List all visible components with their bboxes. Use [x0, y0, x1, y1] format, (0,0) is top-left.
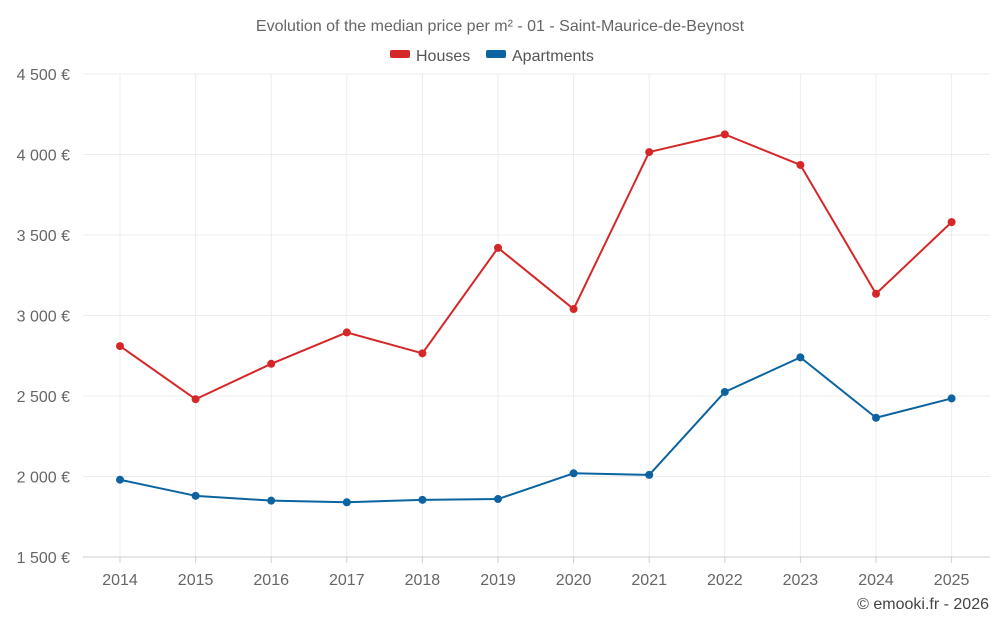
data-point-houses[interactable]: [191, 395, 200, 404]
data-point-houses[interactable]: [947, 218, 956, 227]
x-tick-label: 2024: [858, 572, 894, 589]
data-point-houses[interactable]: [418, 349, 427, 358]
data-point-apartments[interactable]: [267, 496, 276, 505]
gridlines: [83, 73, 990, 557]
data-point-apartments[interactable]: [569, 469, 578, 478]
data-point-apartments[interactable]: [116, 475, 124, 484]
x-tick-label: 2019: [480, 572, 516, 589]
x-tick-label: 2017: [329, 572, 365, 589]
legend-item-apartments[interactable]: Apartments: [486, 48, 594, 65]
x-tick-label: 2022: [707, 572, 743, 589]
series-line-houses: [119, 133, 953, 401]
data-point-apartments[interactable]: [191, 491, 200, 500]
y-axis: 1 500 € 2 000 € 2 500 € 3 000 € 3 500 € 4 000…: [17, 67, 70, 567]
chart-title: Evolution of the median price per m² - 0…: [256, 18, 745, 35]
legend-swatch-houses: [390, 50, 410, 58]
x-tick-label: 2023: [783, 572, 819, 589]
legend-swatch-apartments: [486, 50, 506, 58]
x-tick-label: 2020: [556, 572, 592, 589]
credit-text: © emooki.fr - 2026: [857, 596, 989, 613]
data-point-apartments[interactable]: [342, 498, 351, 507]
data-point-houses[interactable]: [645, 148, 654, 157]
x-tick-label: 2021: [631, 572, 667, 589]
data-point-houses[interactable]: [116, 342, 124, 351]
x-axis: 2014 2015 2016 2017 2018 2019 2020 2021 2022 2023…: [83, 556, 990, 589]
legend-item-houses[interactable]: Houses: [390, 48, 470, 65]
data-point-apartments[interactable]: [418, 495, 427, 504]
data-point-houses[interactable]: [494, 243, 502, 252]
data-point-houses[interactable]: [569, 305, 578, 314]
y-tick-label: 4 000 €: [17, 148, 70, 165]
data-point-houses[interactable]: [872, 289, 880, 298]
data-point-houses[interactable]: [796, 160, 805, 169]
data-point-apartments[interactable]: [947, 394, 956, 403]
data-point-apartments[interactable]: [796, 353, 805, 362]
data-point-houses[interactable]: [267, 359, 276, 368]
x-tick-label: 2015: [178, 572, 214, 589]
x-tick-label: 2025: [934, 572, 970, 589]
x-tick-label: 2014: [102, 572, 138, 589]
x-tick-label: 2018: [405, 572, 441, 589]
data-point-apartments[interactable]: [645, 470, 654, 479]
y-tick-label: 3 000 €: [17, 309, 70, 326]
legend-label-apartments: Apartments: [512, 48, 594, 65]
x-tick-label: 2016: [253, 572, 289, 589]
data-point-apartments[interactable]: [494, 495, 502, 504]
y-tick-label: 2 000 €: [17, 470, 70, 487]
y-tick-label: 1 500 €: [17, 550, 70, 567]
legend[interactable]: Houses Apartments: [390, 48, 594, 65]
data-point-apartments[interactable]: [720, 387, 729, 396]
y-tick-label: 4 500 €: [17, 67, 70, 84]
legend-label-houses: Houses: [416, 48, 470, 65]
y-tick-label: 3 500 €: [17, 228, 70, 245]
y-tick-label: 2 500 €: [17, 389, 70, 406]
data-point-apartments[interactable]: [872, 413, 880, 422]
series-group: [116, 130, 956, 507]
series-line-apartments: [119, 356, 952, 504]
data-point-houses[interactable]: [342, 328, 351, 337]
data-point-houses[interactable]: [720, 130, 729, 139]
